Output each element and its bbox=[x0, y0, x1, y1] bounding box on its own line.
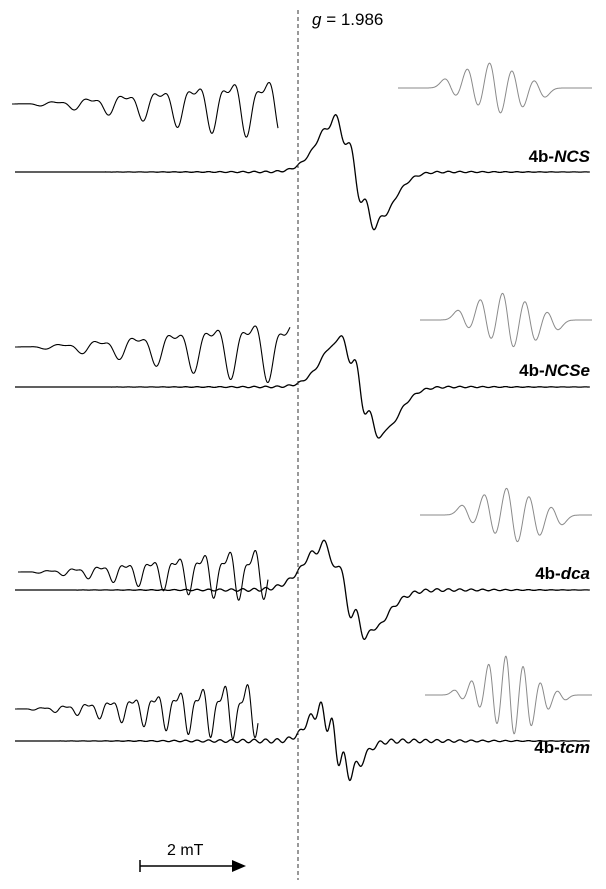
sample-label-tcm: 4b-tcm bbox=[534, 738, 590, 757]
spectra-plot-area bbox=[11, 62, 592, 782]
hyperfine-zoom-ncse bbox=[14, 325, 291, 384]
simulation-tcm bbox=[425, 655, 592, 735]
hyperfine-zoom-ncs bbox=[11, 81, 279, 138]
scale-bar-arrow-icon bbox=[232, 860, 246, 872]
simulation-ncs bbox=[398, 62, 592, 114]
simulation-dca bbox=[420, 487, 592, 543]
spectrum-dca bbox=[14, 539, 590, 641]
simulation-ncse bbox=[420, 292, 592, 348]
sample-label-dca: 4b-dca bbox=[535, 564, 590, 583]
sample-label-ncse: 4b-NCSe bbox=[519, 361, 590, 380]
spectrum-tcm bbox=[14, 701, 590, 782]
hyperfine-zoom-dca bbox=[17, 549, 269, 601]
sample-label-ncs: 4b-NCS bbox=[529, 147, 591, 166]
g-symbol: g bbox=[312, 10, 322, 29]
hyperfine-zoom-tcm bbox=[14, 684, 259, 740]
g-value-text: = 1.986 bbox=[321, 10, 383, 29]
spectrum-ncs bbox=[14, 114, 590, 231]
scale-bar-label: 2 mT bbox=[167, 842, 204, 859]
spectrum-ncse bbox=[14, 335, 590, 439]
g-value-label: g = 1.986 bbox=[312, 10, 383, 29]
